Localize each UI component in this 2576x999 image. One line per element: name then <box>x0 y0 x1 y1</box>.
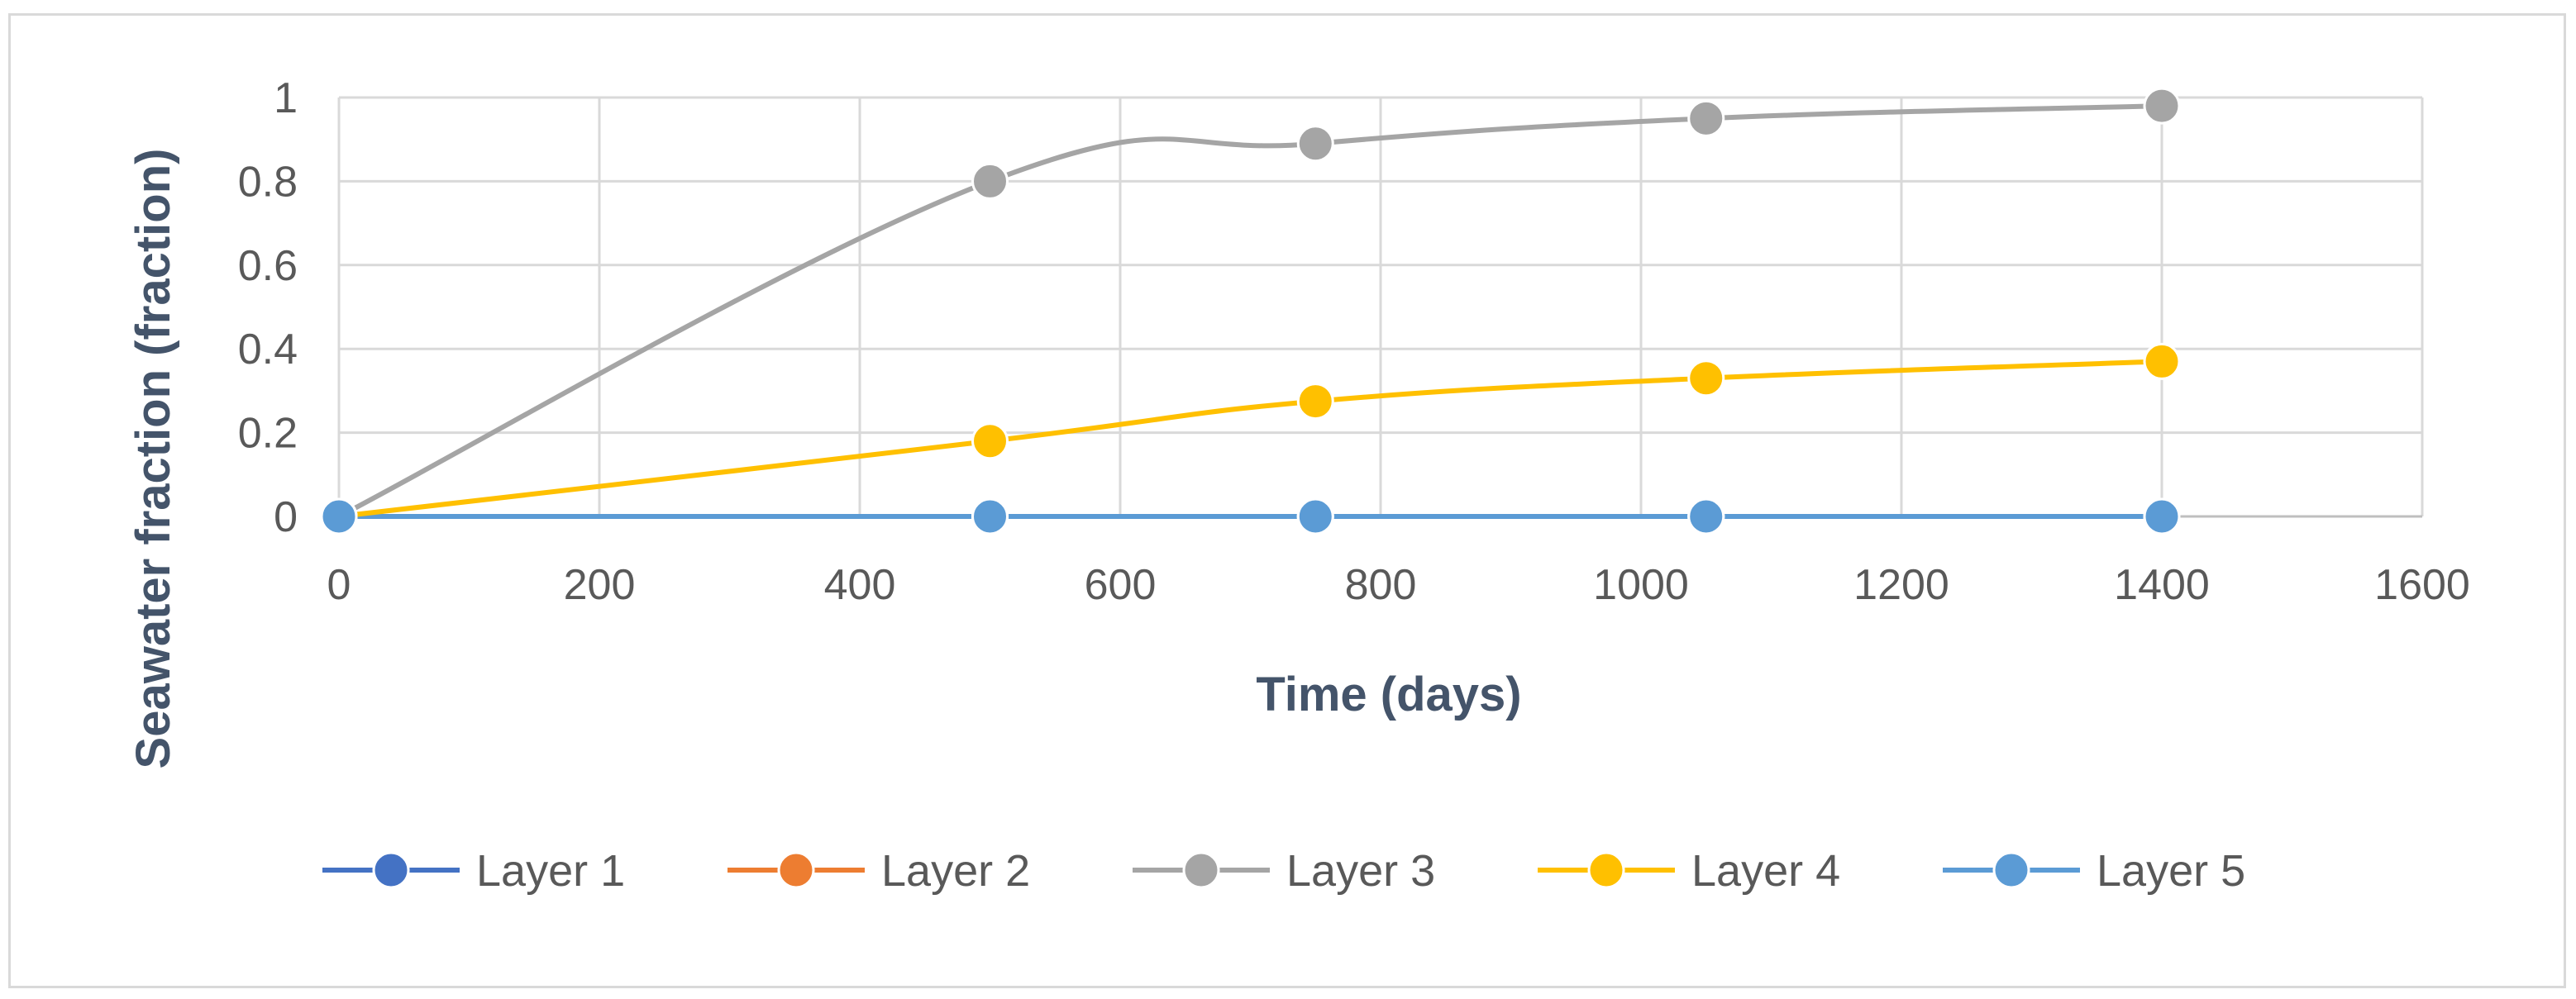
y-tick-label: 1 <box>274 74 298 122</box>
legend-swatch-marker <box>1587 851 1625 889</box>
legend-swatch-marker <box>1992 851 2030 889</box>
layer-5-point <box>320 497 358 535</box>
legend-item-layer-5: Layer 5 <box>1943 846 2245 896</box>
layer-4-point <box>1687 359 1725 397</box>
legend-swatch-marker <box>777 851 815 889</box>
legend-label: Layer 5 <box>2097 846 2245 896</box>
layer-4-line <box>338 359 2163 519</box>
legend-label: Layer 3 <box>1286 846 1435 896</box>
x-tick-label: 0 <box>327 561 351 609</box>
x-axis-title: Time (days) <box>1256 668 1521 721</box>
legend-item-layer-1: Layer 1 <box>322 846 625 896</box>
y-tick-label: 0.2 <box>238 410 298 458</box>
y-tick-label: 0.4 <box>238 326 298 373</box>
legend-label: Layer 2 <box>881 846 1030 896</box>
chart-frame <box>8 13 2566 988</box>
layer-3-line <box>337 103 2163 519</box>
layer-5-point <box>2143 497 2181 535</box>
legend-item-layer-3: Layer 3 <box>1133 846 1435 896</box>
legend-item-layer-2: Layer 2 <box>727 846 1030 896</box>
layer-5-point <box>1687 497 1725 535</box>
layer-3-point <box>971 162 1009 200</box>
x-tick-label: 1400 <box>2114 561 2210 609</box>
axes: 0 0.2 0.4 0.6 0.8 1 0 200 400 600 800 1000 1200 1400 1… <box>238 74 2470 609</box>
layer-4-point <box>971 422 1009 460</box>
legend-label: Layer 4 <box>1691 846 1840 896</box>
x-tick-label: 800 <box>1345 561 1417 609</box>
layer-4-point <box>1296 383 1334 421</box>
legend-label: Layer 1 <box>476 846 625 896</box>
layer-5-point <box>1296 497 1334 535</box>
series-lines <box>337 103 2163 520</box>
legend: Layer 1 Layer 2 Layer 3 Layer 4 Layer 5 <box>322 846 2245 896</box>
x-tick-label: 1600 <box>2374 561 2470 609</box>
layer-3-point <box>2143 87 2181 125</box>
y-axis-title: Seawater fraction (fraction) <box>126 149 180 769</box>
x-tick-label: 1200 <box>1853 561 1949 609</box>
series-markers <box>320 87 2181 535</box>
legend-item-layer-4: Layer 4 <box>1538 846 1840 896</box>
legend-swatch-marker <box>1182 851 1220 889</box>
layer-5-point <box>971 497 1009 535</box>
x-tick-label: 1000 <box>1593 561 1689 609</box>
x-tick-label: 200 <box>564 561 636 609</box>
layer-3-point <box>1296 125 1334 163</box>
x-tick-label: 400 <box>824 561 896 609</box>
y-tick-label: 0.8 <box>238 158 298 206</box>
legend-swatch-marker <box>372 851 410 889</box>
layer-4-point <box>2143 342 2181 380</box>
x-tick-label: 600 <box>1085 561 1157 609</box>
y-tick-label: 0.6 <box>238 242 298 290</box>
layer-3-point <box>1687 99 1725 137</box>
y-tick-label: 0 <box>274 493 298 541</box>
gridlines <box>339 96 2424 516</box>
